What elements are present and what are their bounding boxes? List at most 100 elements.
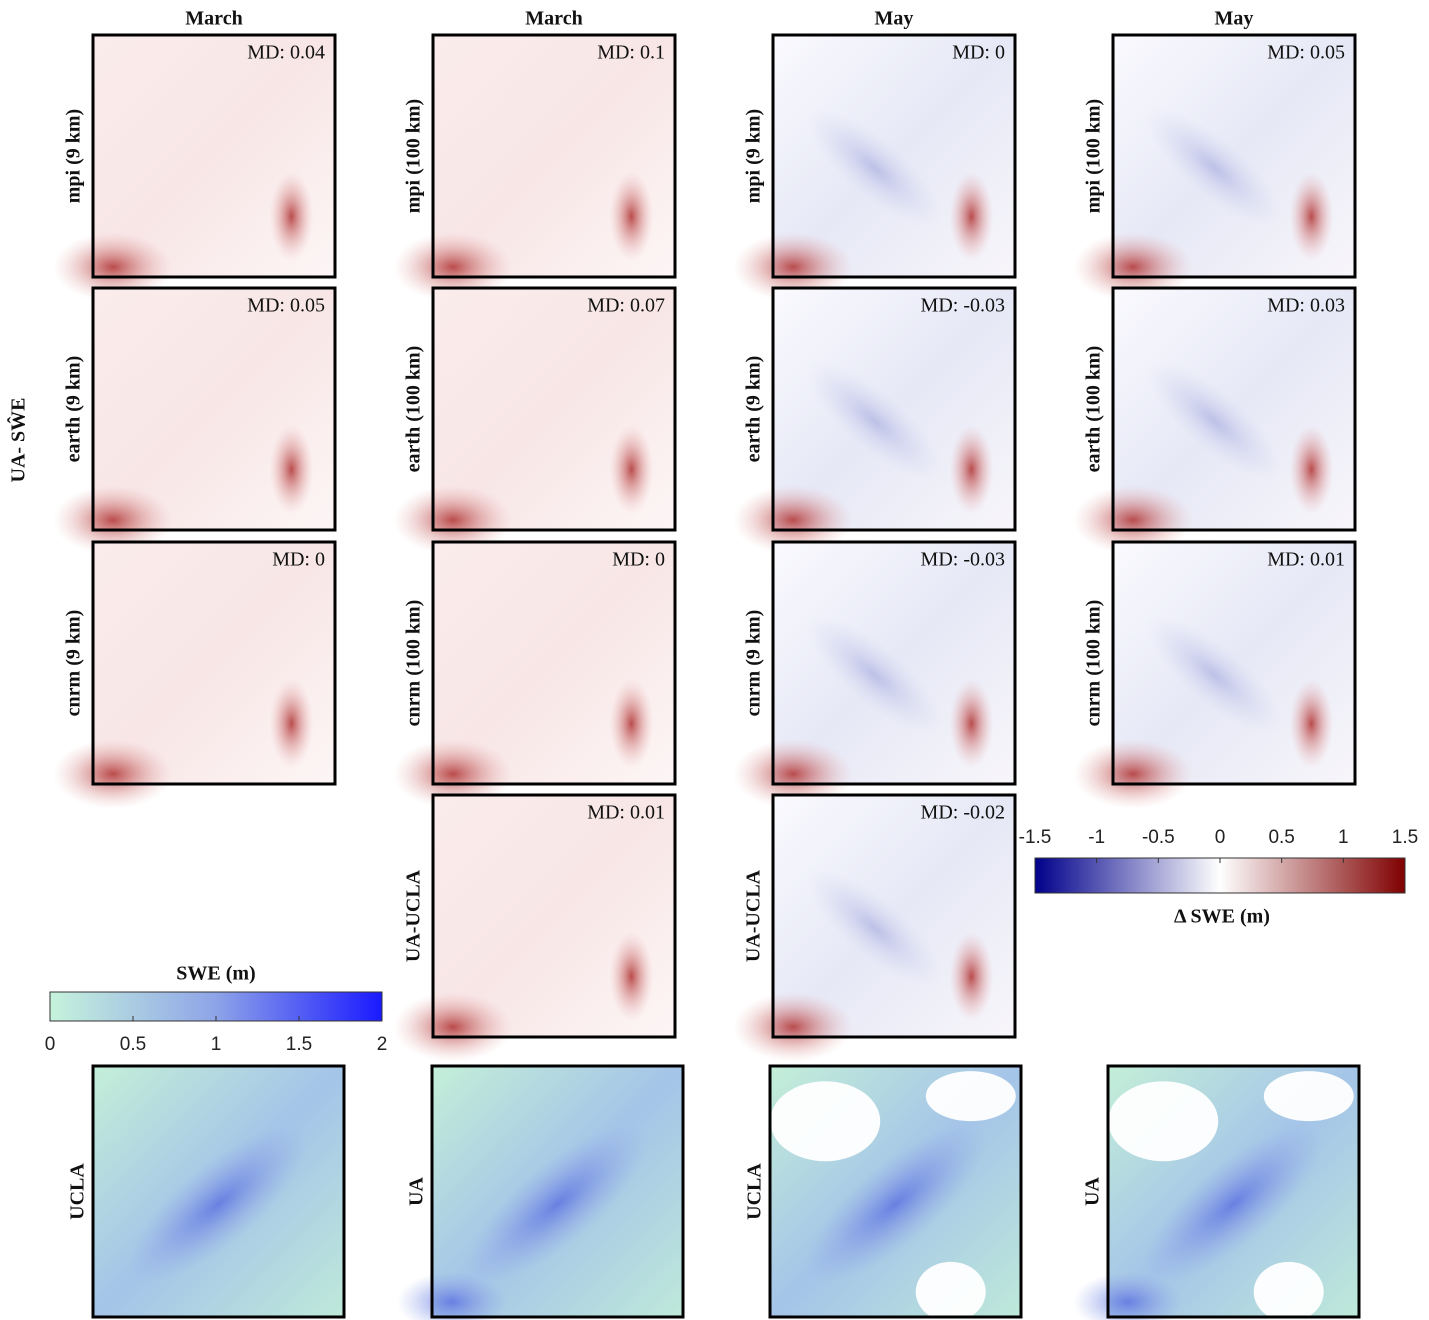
- colorbar-tick-label: 0.5: [120, 1034, 146, 1055]
- panel-texture: [733, 232, 853, 302]
- md-label: MD: 0: [612, 549, 665, 571]
- column-header: May: [875, 8, 914, 30]
- md-label: MD: 0.1: [597, 42, 665, 64]
- md-label: MD: -0.03: [921, 295, 1005, 317]
- panel-texture: [1289, 678, 1334, 769]
- panel-frame: [768, 1064, 1023, 1319]
- panel-label: earth (100 km): [1083, 346, 1105, 473]
- md-label: MD: 0.01: [587, 802, 665, 824]
- panel-texture: [1073, 1272, 1183, 1320]
- panel-texture: [1147, 109, 1283, 227]
- panel-texture: [53, 485, 173, 555]
- colorbar-tick-label: 1.5: [286, 1034, 312, 1055]
- colorbar-tick-label: 1: [211, 1034, 222, 1055]
- column-header: March: [185, 8, 242, 30]
- md-label: MD: -0.02: [921, 802, 1005, 824]
- md-label: MD: 0.07: [587, 295, 665, 317]
- panel-frame: [771, 286, 1017, 532]
- colorbar: [1034, 857, 1406, 894]
- colorbar-title: Δ SWE (m): [1174, 906, 1270, 928]
- colorbar-tick-label: -1.5: [1019, 827, 1052, 848]
- panel-frame: [431, 286, 677, 532]
- panel-label: mpi (100 km): [1083, 99, 1105, 213]
- panel-texture: [1073, 232, 1193, 302]
- colorbar: [49, 991, 383, 1022]
- panel-frame: [431, 793, 677, 1039]
- row-title: UA- SŴE: [6, 397, 30, 482]
- panel-texture: [393, 232, 513, 302]
- panel-texture: [1143, 1125, 1324, 1283]
- difference-panel: MD: 0 cnrm (100 km): [393, 540, 677, 809]
- panel-texture: [733, 992, 853, 1062]
- panel-frame: [771, 793, 1017, 1039]
- md-label: MD: 0.05: [247, 295, 325, 317]
- panel-texture: [467, 1125, 648, 1283]
- panel-texture: [915, 1261, 986, 1320]
- column-header: March: [525, 8, 582, 30]
- panel-texture: [805, 1125, 986, 1283]
- panel-frame: [91, 1064, 346, 1319]
- swe-panel: UA: [1073, 1064, 1361, 1320]
- panel-frame: [431, 33, 677, 279]
- panel-texture: [925, 1071, 1016, 1122]
- panel-label: UA: [1082, 1177, 1104, 1206]
- panel-frame: [1106, 1064, 1361, 1319]
- panel-texture: [1147, 616, 1283, 734]
- panel-texture: [53, 232, 173, 302]
- panel-frame: [771, 33, 1017, 279]
- panel-texture: [949, 678, 994, 769]
- panel-texture: [609, 171, 654, 262]
- panel-label: cnrm (100 km): [1083, 600, 1105, 727]
- colorbar-tick-label: 0: [45, 1034, 56, 1055]
- swe-panel: UA: [397, 1064, 685, 1320]
- panel-frame: [771, 540, 1017, 786]
- difference-panel: MD: 0.01 UA-UCLA: [393, 793, 677, 1062]
- difference-panel: MD: -0.03 cnrm (9 km): [733, 540, 1017, 809]
- colorbar-tick-label: -0.5: [1142, 827, 1175, 848]
- panel-texture: [770, 1081, 881, 1162]
- md-label: MD: 0: [272, 549, 325, 571]
- column-header: May: [1215, 8, 1254, 30]
- panel-texture: [393, 739, 513, 809]
- panel-texture: [1289, 171, 1334, 262]
- difference-panel: MD: 0 mpi (9 km): [733, 33, 1017, 302]
- panel-texture: [1073, 739, 1193, 809]
- panel-texture: [1073, 485, 1193, 555]
- panel-label: earth (9 km): [63, 356, 85, 463]
- panel-texture: [949, 424, 994, 515]
- md-label: MD: 0.04: [247, 42, 325, 64]
- panel-texture: [949, 931, 994, 1022]
- panel-frame: [1111, 286, 1357, 532]
- difference-panel: MD: 0 cnrm (9 km): [53, 540, 337, 809]
- md-label: MD: 0: [952, 42, 1005, 64]
- panel-frame: [91, 540, 337, 786]
- panel-texture: [269, 678, 314, 769]
- panel-frame: [91, 286, 337, 532]
- panel-texture: [609, 678, 654, 769]
- colorbar-tick-label: 2: [377, 1034, 388, 1055]
- panel-texture: [807, 616, 943, 734]
- panel-label: UA: [406, 1177, 428, 1206]
- panel-texture: [128, 1125, 309, 1283]
- panel-texture: [807, 869, 943, 987]
- panel-frame: [1111, 33, 1357, 279]
- panel-texture: [1253, 1261, 1324, 1320]
- panel-label: UA-UCLA: [743, 869, 765, 962]
- panel-label: earth (100 km): [403, 346, 425, 473]
- panel-texture: [393, 485, 513, 555]
- colorbar-title: SWE (m): [176, 963, 255, 985]
- panel-frame: [430, 1064, 685, 1319]
- panel-texture: [733, 739, 853, 809]
- panel-label: cnrm (100 km): [403, 600, 425, 727]
- panel-texture: [269, 171, 314, 262]
- panel-texture: [1108, 1081, 1219, 1162]
- panel-frame: [91, 33, 337, 279]
- panel-texture: [807, 362, 943, 480]
- panel-label: cnrm (9 km): [743, 610, 765, 717]
- difference-panel: MD: 0.1 mpi (100 km): [393, 33, 677, 302]
- colorbar-tick-label: 0.5: [1268, 827, 1294, 848]
- difference-panel: MD: -0.03 earth (9 km): [733, 286, 1017, 555]
- panel-texture: [393, 992, 513, 1062]
- panel-label: cnrm (9 km): [63, 610, 85, 717]
